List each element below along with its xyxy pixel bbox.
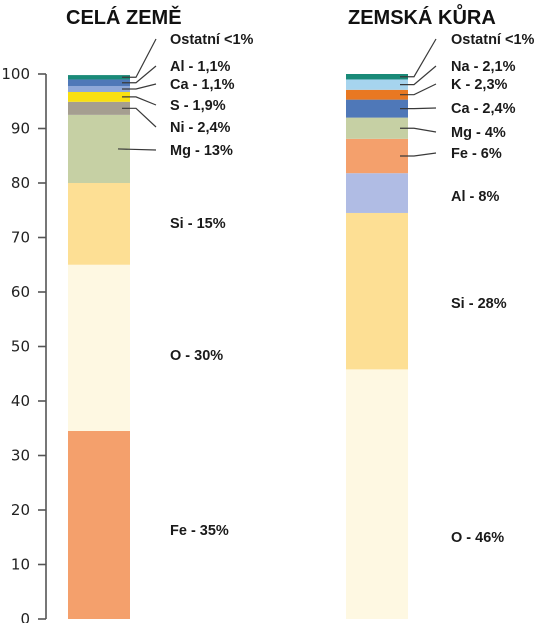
segment-label: Si - 28%: [451, 296, 507, 312]
segment-label: S - 1,9%: [170, 98, 226, 114]
y-tick-label: 40: [11, 392, 30, 410]
bar-segment: [346, 117, 408, 139]
labels-whole-earth: Fe - 35% O - 30% Si - 15% Mg - 13% Ni - 2,4%…: [117, 32, 254, 539]
leader-line: [400, 152, 437, 157]
bar-segment: [68, 430, 130, 619]
segment-label: Ostatní <1%: [170, 32, 254, 48]
bar-segment: [346, 79, 408, 90]
bar-segment: [68, 91, 130, 102]
segment-label: O - 46%: [451, 530, 504, 546]
segment-label: Fe - 35%: [170, 523, 229, 539]
leader-line: [122, 96, 157, 106]
leader-line: [400, 127, 437, 133]
bar-segment: [346, 369, 408, 619]
segment-label: Fe - 6%: [451, 146, 502, 162]
bar-segment: [68, 79, 130, 86]
leader-line: [122, 65, 157, 84]
y-tick-label: 20: [11, 501, 30, 519]
y-axis-ticks: 0 10 20 30 40 50 60 70 80 90 100: [1, 65, 46, 623]
y-tick-label: 0: [20, 610, 30, 623]
labels-earth-crust: O - 46% Si - 28% Al - 8% Fe - 6% Mg - 4% Ca -…: [400, 32, 535, 546]
stacked-bar-whole-earth: [68, 75, 130, 619]
segment-label: Mg - 13%: [170, 143, 233, 159]
bar-segment: [346, 99, 408, 118]
bar-segment: [68, 101, 130, 115]
leader-line: [400, 83, 437, 96]
y-tick-label: 60: [11, 283, 30, 301]
leader-line: [122, 83, 157, 90]
bar-segment: [68, 75, 130, 80]
segment-label: O - 30%: [170, 348, 223, 364]
y-tick-label: 80: [11, 174, 30, 192]
bar-segment: [346, 173, 408, 213]
segment-label: Al - 8%: [451, 189, 499, 205]
bar-segment: [346, 138, 408, 174]
bar-segment: [68, 85, 130, 92]
bar-segment: [68, 183, 130, 265]
leader-line: [122, 107, 157, 128]
y-tick-label: 30: [11, 447, 30, 465]
segment-label: Al - 1,1%: [170, 59, 231, 75]
segment-label: K - 2,3%: [451, 77, 508, 93]
y-tick-label: 50: [11, 338, 30, 356]
segment-label: Ostatní <1%: [451, 32, 535, 48]
stacked-bar-earth-crust: [346, 74, 408, 619]
y-tick-label: 70: [11, 229, 30, 247]
bar-segment: [346, 212, 408, 370]
segment-label: Ni - 2,4%: [170, 120, 231, 136]
segment-label: Ca - 1,1%: [170, 77, 235, 93]
segment-label: Si - 15%: [170, 216, 226, 232]
leader-line: [122, 38, 157, 78]
bar-segment: [68, 264, 130, 431]
segment-label: Ca - 2,4%: [451, 101, 516, 117]
chart-title-earth-crust: ZEMSKÁ KŮRA: [348, 3, 496, 29]
segment-label: Na - 2,1%: [451, 59, 516, 75]
leader-line: [400, 38, 437, 78]
segment-label: Mg - 4%: [451, 125, 506, 141]
y-tick-label: 10: [11, 556, 30, 574]
leader-line: [400, 65, 437, 86]
chart-title-whole-earth: CELÁ ZEMĚ: [66, 5, 182, 29]
leader-line: [117, 148, 157, 151]
y-tick-label: 100: [1, 65, 30, 83]
y-tick-label: 90: [11, 120, 30, 138]
leader-line: [400, 107, 437, 110]
bar-segment: [346, 89, 408, 100]
bar-segment: [346, 74, 408, 80]
